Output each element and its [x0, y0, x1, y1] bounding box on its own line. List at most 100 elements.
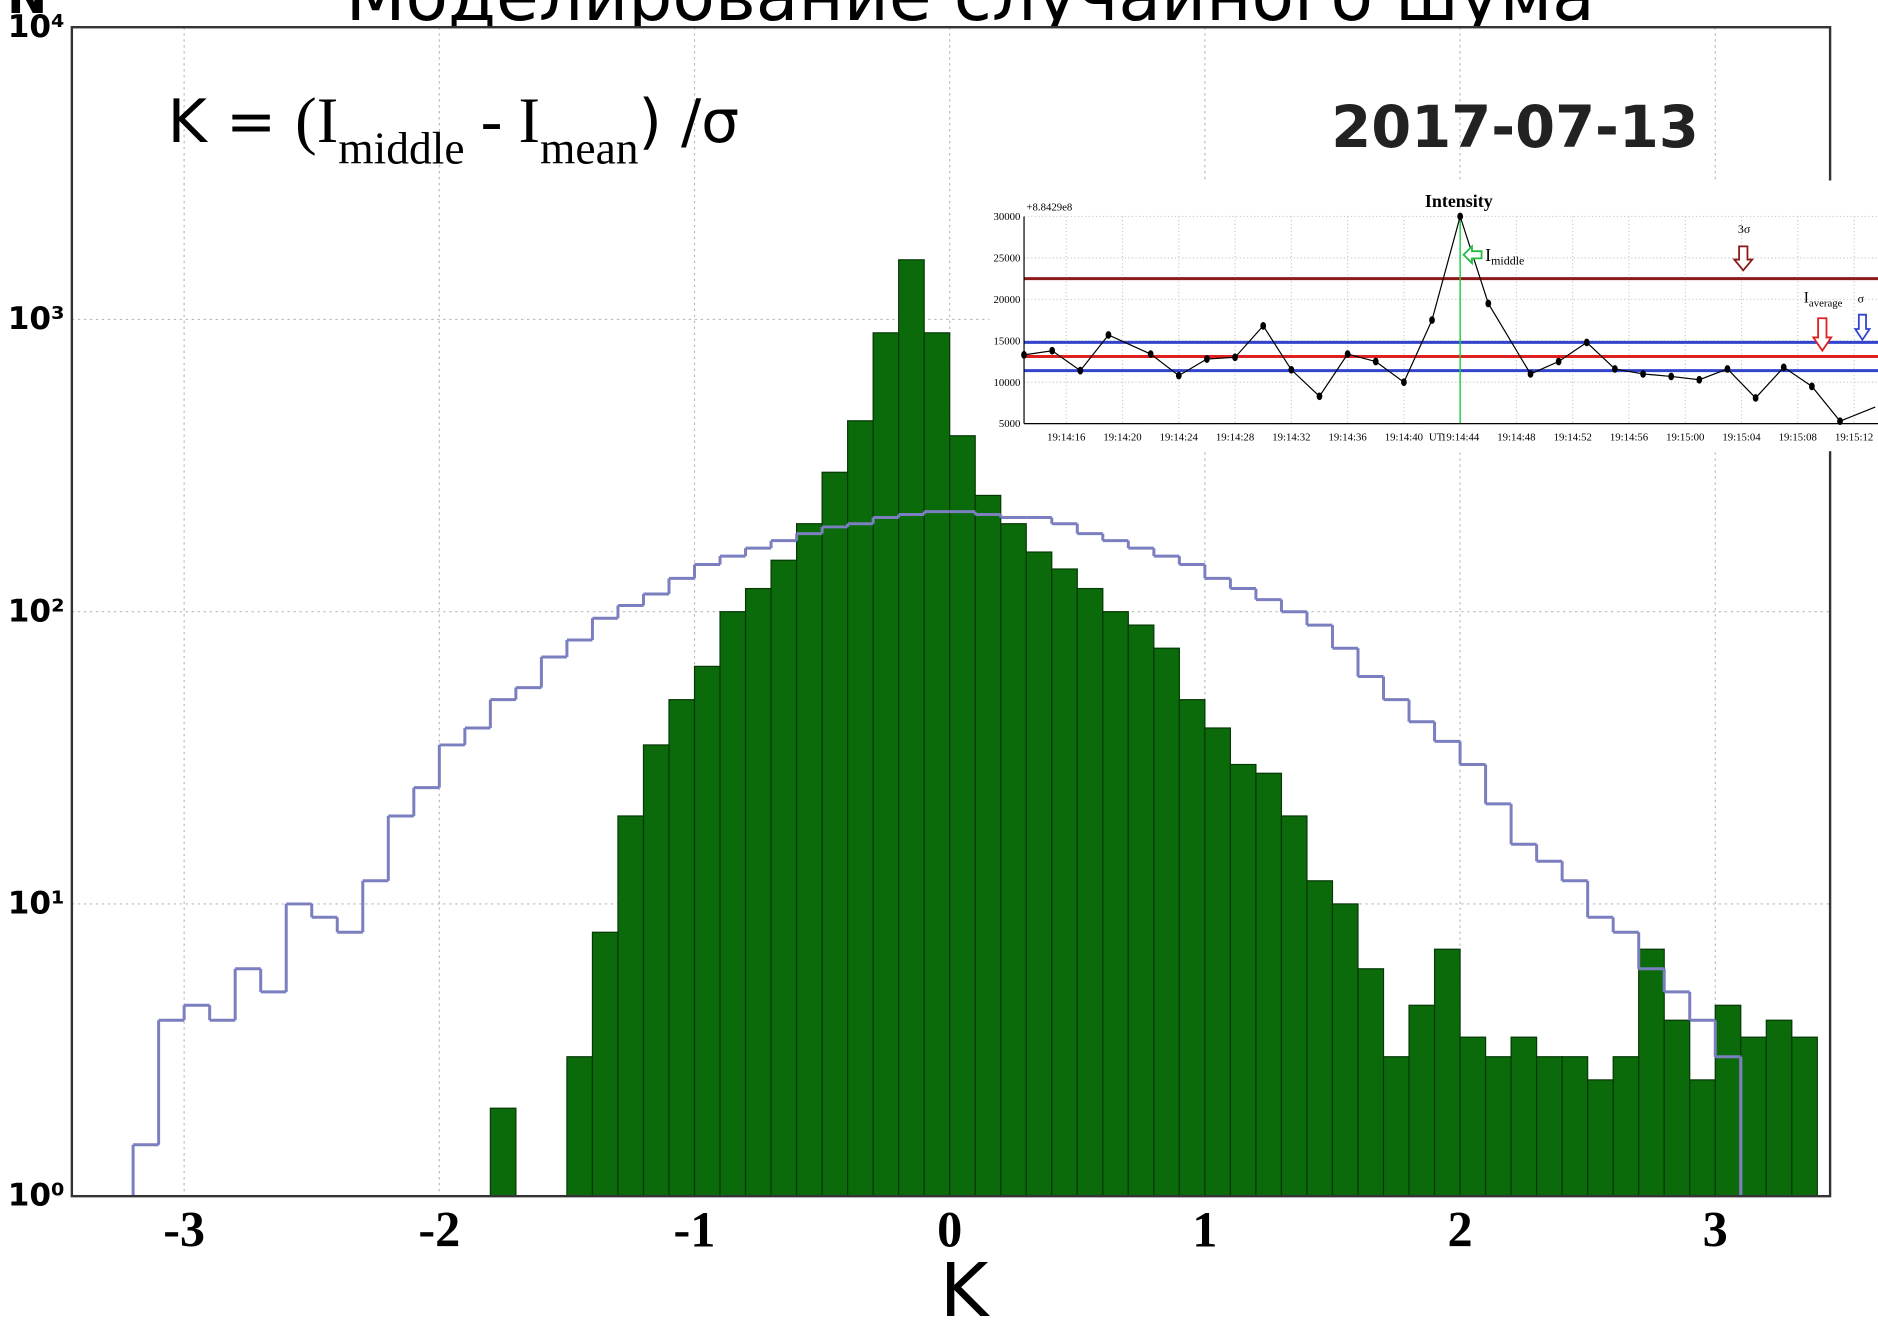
data-point — [1344, 350, 1351, 358]
data-point — [1372, 357, 1379, 366]
bar — [1484, 1056, 1512, 1197]
bar — [1536, 1056, 1563, 1197]
data-point — [1612, 365, 1618, 373]
arrow-icon — [1732, 245, 1755, 272]
formula-part: - I — [465, 84, 540, 156]
x-tick-label: 19:15:00 — [1666, 431, 1704, 443]
data-point — [1752, 394, 1759, 402]
bar — [1740, 1036, 1767, 1197]
x-tick-label: 19:14:32 — [1272, 431, 1310, 443]
bar — [591, 931, 619, 1197]
arrow-icon — [1462, 244, 1483, 266]
y-tick-label: 10⁰ — [8, 1178, 65, 1214]
bar — [949, 435, 976, 1197]
bar — [1689, 1079, 1716, 1197]
bar — [1102, 611, 1129, 1197]
bar — [1306, 880, 1334, 1197]
formula-subscript: middle — [338, 123, 464, 174]
x-tick-label: 1 — [1192, 1201, 1217, 1257]
data-point — [1316, 392, 1323, 401]
data-point — [1668, 372, 1675, 381]
bar — [566, 1056, 594, 1197]
offset-label: +8.8429e8 — [1026, 201, 1072, 213]
bar — [974, 494, 1002, 1197]
bar — [1638, 948, 1665, 1197]
y-tick-label: 10² — [8, 593, 65, 629]
bar — [1204, 727, 1232, 1197]
y-tick-label: 5000 — [999, 418, 1021, 430]
bar — [1025, 551, 1053, 1197]
bar — [1561, 1056, 1589, 1197]
data-point — [1077, 366, 1084, 375]
annotation: Imiddle — [1485, 245, 1524, 268]
x-tick-label: 19:14:20 — [1103, 431, 1141, 443]
data-point — [1527, 370, 1534, 378]
data-point — [1401, 378, 1407, 387]
formula-part: ) /σ — [639, 87, 740, 157]
formula: K = (Imiddle - Imean) /σ — [168, 84, 739, 174]
plot-frame — [70, 26, 1832, 1198]
y-tick-label: 10⁴ — [8, 9, 65, 45]
bar — [1408, 1004, 1436, 1197]
x-tick-label: 19:15:08 — [1779, 431, 1817, 443]
data-point — [1640, 370, 1646, 378]
x-tick-label: 0 — [937, 1201, 962, 1257]
bar — [1433, 948, 1461, 1197]
data-point — [1204, 355, 1210, 363]
y-tick-label: 20000 — [994, 294, 1021, 306]
data-point — [1457, 212, 1464, 221]
x-tick-label: 19:14:48 — [1497, 431, 1535, 443]
bar — [872, 332, 900, 1197]
intensity-line — [1023, 214, 1876, 422]
arrow-icon — [1853, 313, 1872, 342]
data-point — [1583, 338, 1590, 347]
inset-title: Intensity — [1425, 191, 1493, 211]
bar — [898, 259, 925, 1197]
x-tick-label: 19:14:56 — [1610, 431, 1649, 443]
bar — [1331, 903, 1359, 1197]
bar — [1255, 772, 1283, 1197]
annotation-text: I — [1804, 290, 1809, 307]
data-point — [1809, 382, 1815, 391]
bar — [642, 744, 670, 1197]
bar — [693, 665, 721, 1197]
bar — [1051, 568, 1078, 1197]
bar — [1587, 1079, 1614, 1197]
corner-label: N — [7, 0, 47, 25]
bar — [1765, 1019, 1793, 1197]
bar — [1663, 1019, 1691, 1197]
bar — [1000, 523, 1027, 1197]
bar — [847, 420, 874, 1197]
annotation-subscript: average — [1809, 297, 1843, 309]
x-tick-label: 19:14:24 — [1160, 431, 1199, 443]
bar — [668, 699, 696, 1197]
x-tick-label: -3 — [163, 1201, 205, 1257]
date-label: 2017-07-13 — [1331, 94, 1699, 161]
x-tick-label: 19:14:52 — [1554, 431, 1592, 443]
bar — [1612, 1056, 1640, 1197]
data-point — [1485, 299, 1492, 308]
x-tick-label: -2 — [418, 1201, 460, 1257]
x-tick-label: 19:14:28 — [1216, 431, 1254, 443]
data-point — [1147, 350, 1154, 358]
bar — [1382, 1056, 1410, 1197]
x-tick-label: 19:14:16 — [1047, 431, 1086, 443]
annotation-text: 3σ — [1738, 222, 1751, 236]
y-tick-label: 10000 — [994, 377, 1021, 389]
y-tick-label: 25000 — [994, 252, 1021, 264]
bar — [1791, 1036, 1818, 1197]
bar — [489, 1107, 517, 1197]
y-tick-label: 30000 — [994, 211, 1021, 223]
bar — [1459, 1036, 1487, 1197]
bar — [1510, 1036, 1538, 1197]
x-axis-label: UT — [1429, 431, 1444, 443]
x-axis-label: K — [940, 1247, 991, 1324]
bar — [821, 471, 849, 1197]
bar — [1714, 1004, 1742, 1197]
data-point — [1780, 363, 1787, 372]
bar — [1280, 815, 1308, 1197]
x-tick-label: 19:14:40 — [1385, 431, 1423, 443]
annotation: σ — [1858, 292, 1865, 306]
bar — [923, 332, 951, 1197]
